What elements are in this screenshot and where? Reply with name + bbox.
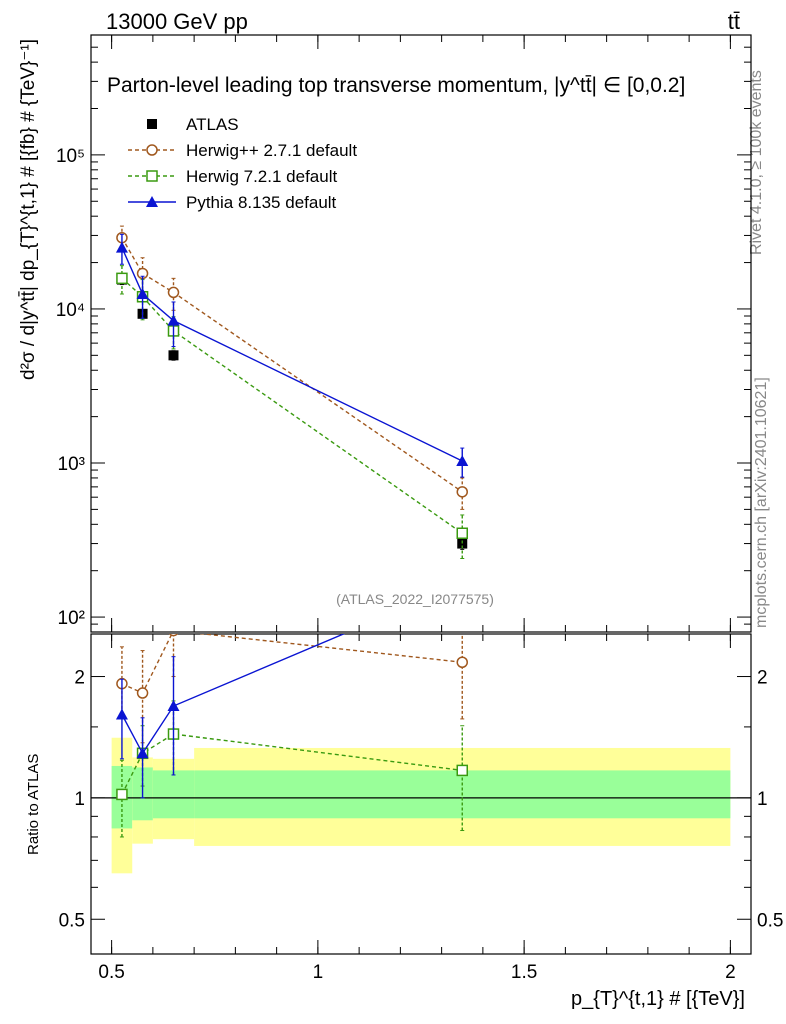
source-label: mcplots.cern.ch [arXiv:2401.10621] [753, 377, 770, 628]
ratio-point-herwig-2-7-1-default [168, 634, 179, 637]
ratio-panel-tick-labels: 0.5 0.5 1 1 2 2 0.5 1 1.5 2 [59, 668, 784, 983]
ratio-line-herwig-7-2-1-default [121, 733, 463, 795]
ratio-reference-band [91, 737, 751, 874]
main-panel-frame [90, 34, 752, 633]
legend-label-herwig-7-2-1-default: Herwig 7.2.1 default [186, 167, 337, 186]
series-line-pythia-8-135-default [121, 247, 463, 462]
data-point-atlas [457, 538, 468, 549]
x-tick-label: 2 [725, 962, 736, 983]
y-tick-label: 10³ [58, 454, 85, 475]
ratio-line-pythia-8-135-default [121, 634, 346, 755]
main-panel-ticks [91, 34, 751, 633]
ratio-point-pythia-8-135-default [136, 747, 149, 759]
x-tick-label: 0.5 [98, 962, 124, 983]
series-line-herwig-2-7-1-default [121, 237, 463, 493]
ratio-panel: 0.5 0.5 1 1 2 2 0.5 1 1.5 2 Ratio to ATLAS p_{T}^… [25, 578, 784, 1010]
data-point-herwig-7-2-1-default [116, 272, 128, 285]
x-axis-label: p_{T}^{t,1} # [{TeV}] [571, 988, 745, 1010]
series-herwig-7-2-1-default [116, 265, 468, 559]
process-label: tt̄ [728, 9, 740, 34]
legend-label-pythia-8-135-default: Pythia 8.135 default [186, 193, 337, 212]
ratio-line-herwig-2-7-1-default [121, 634, 463, 694]
ratio-panel-frame [90, 633, 752, 955]
ratio-series-herwig-2-7-1-default [116, 634, 468, 744]
y-tick-label: 10² [58, 608, 85, 629]
data-point-pythia-8-135-default [136, 288, 149, 300]
data-point-herwig-2-7-1-default [167, 286, 180, 299]
energy-label: 13000 GeV pp [106, 9, 248, 34]
ratio-y-tick-label-left: 1 [74, 789, 85, 810]
data-point-herwig-7-2-1-default [456, 527, 468, 539]
ratio-axis-label: Ratio to ATLAS [25, 754, 42, 855]
y-axis-label: d²σ / d|y^tt̄| dp_{T}^{t,1} # [{fb} # {T… [18, 39, 39, 380]
series-pythia-8-135-default [115, 233, 469, 478]
legend-marker-pythia-8-135-default [146, 196, 158, 207]
ratio-point-herwig-2-7-1-default [136, 687, 149, 699]
ratio-y-tick-label-left: 2 [74, 668, 85, 689]
rivet-label: Rivet 4.1.0, ≥ 100k events [748, 70, 765, 255]
data-point-pythia-8-135-default [167, 314, 180, 326]
ratio-point-herwig-7-2-1-default [456, 764, 468, 777]
legend-marker-herwig-2-7-1-default [146, 144, 158, 156]
ratio-panel-series [115, 578, 468, 838]
ratio-point-herwig-2-7-1-default [456, 656, 468, 669]
ratio-point-pythia-8-135-default [456, 578, 468, 589]
legend: ATLAS Herwig++ 2.7.1 default Herwig 7.2.1 … [128, 115, 357, 212]
ratio-y-tick-label-right: 2 [757, 668, 768, 689]
data-point-pythia-8-135-default [115, 241, 128, 253]
x-tick-label: 1 [313, 962, 324, 983]
legend-label-atlas: ATLAS [186, 115, 239, 134]
legend-marker-herwig-7-2-1-default [146, 170, 158, 182]
series-herwig-2-7-1-default [116, 225, 468, 510]
ratio-point-pythia-8-135-default [115, 708, 128, 720]
legend-marker-atlas [147, 119, 157, 129]
main-panel: 10² 10³ 10⁴ 10⁵ Parton-level leading top tr… [18, 34, 752, 633]
ratio-point-pythia-8-135-default [167, 700, 180, 712]
ratio-panel-ticks [91, 634, 751, 954]
data-point-pythia-8-135-default [456, 455, 469, 467]
x-tick-label: 1.5 [511, 962, 537, 983]
band-inner [152, 770, 195, 819]
ratio-point-herwig-7-2-1-default [116, 788, 128, 801]
data-point-atlas [168, 350, 179, 361]
series-line-herwig-7-2-1-default [121, 277, 463, 534]
series-atlas [116, 274, 468, 550]
ratio-y-tick-label-left: 0.5 [59, 910, 85, 931]
chart-title: Parton-level leading top transverse mome… [107, 74, 685, 97]
ratio-y-tick-label-right: 0.5 [757, 910, 783, 931]
data-point-herwig-2-7-1-default [456, 486, 468, 498]
ratio-y-tick-label-right: 1 [757, 789, 768, 810]
ratio-series-pythia-8-135-default [115, 578, 468, 799]
main-panel-series [115, 225, 469, 559]
analysis-id-label: (ATLAS_2022_I2077575) [336, 591, 494, 607]
y-tick-label: 10⁵ [56, 146, 85, 167]
legend-label-herwig-2-7-1-default: Herwig++ 2.7.1 default [186, 141, 357, 160]
main-panel-tick-labels: 10² 10³ 10⁴ 10⁵ [56, 146, 85, 629]
y-tick-label: 10⁴ [56, 300, 85, 321]
